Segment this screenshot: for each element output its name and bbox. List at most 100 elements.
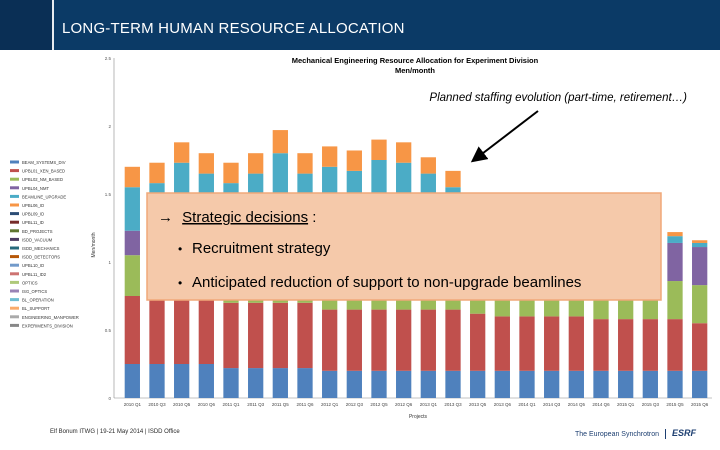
- x-tick-label: 2011 Q1: [223, 402, 240, 407]
- header-divider: [52, 0, 54, 50]
- y-tick-label: 1.5: [105, 192, 112, 197]
- bullet-recruitment: Recruitment strategy: [192, 240, 331, 257]
- y-tick-label: 2: [108, 124, 111, 129]
- chart-title: Mechanical Engineering Resource Allocati…: [292, 56, 539, 65]
- bar-segment: [420, 370, 436, 398]
- legend-label: BL_OPERATION: [22, 298, 54, 303]
- bar-segment: [322, 309, 338, 371]
- bar-segment: [544, 316, 560, 371]
- x-tick-label: 2015 Q5: [666, 402, 684, 407]
- x-tick-label: 2010 Q6: [198, 402, 216, 407]
- bar-segment: [248, 153, 264, 174]
- bar-segment: [272, 302, 288, 369]
- bar-segment: [297, 153, 313, 174]
- decisions-heading: Strategic decisions: [182, 209, 308, 226]
- bar-segment: [667, 232, 683, 237]
- bar-segment: [174, 364, 190, 398]
- bar-segment: [124, 364, 140, 398]
- legend-label: UPBL10_ID: [22, 263, 44, 268]
- bar-segment: [396, 370, 412, 398]
- x-tick-label: 2010 Q1: [124, 402, 142, 407]
- footer-event-info: Elf Bonum ITWG | 19-21 May 2014 | ISDD O…: [50, 429, 180, 435]
- bar-segment: [568, 370, 584, 398]
- bar-segment: [445, 309, 461, 371]
- bar-segment: [692, 247, 708, 286]
- chart-subtitle: Men/month: [395, 66, 435, 75]
- bar-segment: [248, 302, 264, 369]
- decisions-arrow-icon: →: [158, 209, 173, 226]
- bar-segment: [618, 370, 634, 398]
- bar-segment: [692, 323, 708, 371]
- bar-segment: [667, 319, 683, 371]
- bullet-reduction: Anticipated reduction of support to non-…: [192, 274, 581, 291]
- bar-segment: [124, 255, 140, 296]
- bar-segment: [544, 370, 560, 398]
- bar-segment: [692, 285, 708, 324]
- y-tick-label: 1: [108, 260, 111, 265]
- x-tick-label: 2011 Q3: [247, 402, 264, 407]
- bullet-marker: •: [178, 242, 182, 256]
- x-tick-label: 2013 Q1: [420, 402, 438, 407]
- y-tick-label: 2.5: [105, 56, 112, 61]
- bar-segment: [667, 370, 683, 398]
- x-tick-label: 2013 Q3: [444, 402, 462, 407]
- y-tick-label: 0: [108, 396, 111, 401]
- bar-segment: [297, 302, 313, 369]
- bar-segment: [642, 370, 658, 398]
- x-tick-label: 2015 Q3: [642, 402, 660, 407]
- bar-segment: [420, 157, 436, 174]
- bullet-marker: •: [178, 276, 182, 290]
- x-tick-label: 2011 Q5: [272, 402, 289, 407]
- bar-segment: [618, 319, 634, 371]
- legend-label: UPBL06_ID: [22, 203, 44, 208]
- bar-segment: [223, 368, 239, 398]
- y-axis-label: Men/month: [91, 232, 97, 257]
- bar-segment: [198, 296, 214, 364]
- decisions-box: [146, 192, 662, 301]
- bar-segment: [124, 166, 140, 188]
- bar-segment: [371, 139, 387, 160]
- bar-segment: [149, 364, 165, 398]
- bar-segment: [297, 368, 313, 398]
- bar-segment: [667, 236, 683, 243]
- bar-segment: [371, 370, 387, 398]
- legend-label: UPBL11_ID: [22, 220, 44, 225]
- bar-segment: [346, 309, 362, 371]
- x-tick-label: 2014 Q1: [518, 402, 536, 407]
- bar-segment: [371, 309, 387, 371]
- legend-label: OPTICS: [22, 280, 38, 285]
- planned-note: Planned staffing evolution (part-time, r…: [429, 92, 687, 104]
- y-tick-label: 0.5: [105, 328, 112, 333]
- legend-label: UPBL02_NM_BASED: [22, 177, 63, 182]
- legend-label: BL_SUPPORT: [22, 306, 50, 311]
- bar-segment: [494, 316, 510, 371]
- x-tick-label: 2012 Q5: [370, 402, 388, 407]
- bar-segment: [149, 162, 165, 184]
- slide-title: LONG-TERM HUMAN RESOURCE ALLOCATION: [62, 20, 405, 37]
- legend-label: ISDD_VACUUM: [22, 237, 53, 242]
- bar-segment: [198, 153, 214, 174]
- x-tick-label: 2014 Q5: [568, 402, 586, 407]
- bar-segment: [494, 370, 510, 398]
- bar-segment: [346, 150, 362, 171]
- bar-segment: [174, 296, 190, 364]
- x-tick-label: 2012 Q1: [321, 402, 339, 407]
- x-axis-label: Projects: [409, 414, 428, 420]
- decisions-colon: :: [312, 209, 316, 226]
- x-tick-label: 2013 Q5: [469, 402, 487, 407]
- bar-segment: [667, 281, 683, 320]
- x-tick-label: 2012 Q3: [346, 402, 364, 407]
- bar-segment: [396, 142, 412, 163]
- bar-segment: [642, 319, 658, 371]
- x-tick-label: 2010 Q5: [173, 402, 191, 407]
- bar-segment: [322, 146, 338, 167]
- bar-segment: [124, 296, 140, 364]
- bar-segment: [692, 370, 708, 398]
- esrf-logo: ESRF: [671, 428, 696, 438]
- legend-label: UPBL09_ID: [22, 212, 44, 217]
- bar-segment: [470, 370, 486, 398]
- legend-label: UPBL04_NMT: [22, 186, 49, 191]
- bar-segment: [396, 309, 412, 371]
- bar-segment: [593, 319, 609, 371]
